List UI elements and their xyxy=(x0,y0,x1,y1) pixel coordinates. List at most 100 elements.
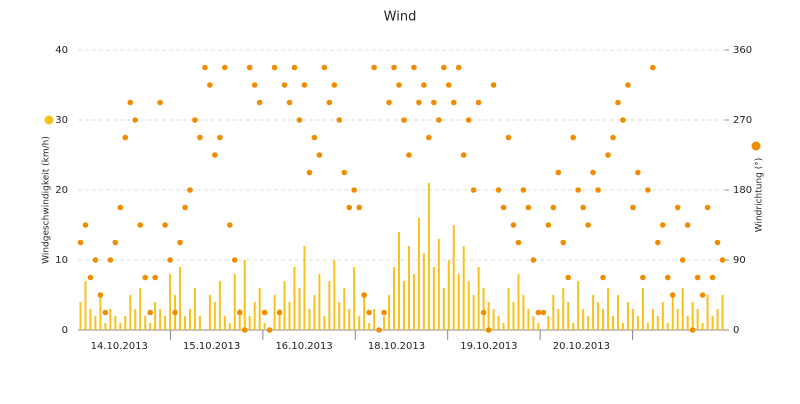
bar xyxy=(104,323,107,330)
point xyxy=(585,222,591,228)
point xyxy=(450,99,457,106)
bar xyxy=(368,323,371,330)
bar xyxy=(427,183,430,330)
point xyxy=(341,169,348,176)
point xyxy=(411,64,417,71)
point xyxy=(386,99,392,106)
bar xyxy=(188,309,191,330)
bar xyxy=(293,267,296,330)
bar xyxy=(263,323,266,330)
point xyxy=(600,274,606,281)
point xyxy=(441,64,447,71)
point xyxy=(445,82,452,88)
bar xyxy=(487,302,490,330)
bar xyxy=(373,309,376,330)
bar xyxy=(154,302,157,330)
bar xyxy=(651,309,654,330)
y-tick-label: 0 xyxy=(62,325,68,336)
bar xyxy=(318,274,321,330)
point xyxy=(590,169,596,176)
bar xyxy=(233,274,236,330)
point xyxy=(87,274,94,281)
bar xyxy=(273,295,276,330)
point xyxy=(132,117,139,123)
y2-tick-label: 360 xyxy=(733,45,752,56)
point xyxy=(520,187,527,193)
point xyxy=(147,309,153,316)
point xyxy=(152,274,158,281)
point xyxy=(356,204,362,211)
point xyxy=(316,152,323,158)
point xyxy=(436,117,442,123)
point xyxy=(689,327,696,333)
bar xyxy=(84,281,87,330)
point xyxy=(361,292,367,298)
bar xyxy=(482,288,485,330)
point xyxy=(555,169,562,176)
bar xyxy=(114,316,117,330)
legend-marker xyxy=(751,141,761,151)
point xyxy=(112,239,119,246)
bar xyxy=(587,316,590,330)
bar xyxy=(512,302,515,330)
bar xyxy=(223,316,226,330)
point xyxy=(431,99,437,106)
bar xyxy=(333,260,336,330)
point xyxy=(625,82,631,88)
bar xyxy=(208,295,211,330)
bar xyxy=(612,316,615,330)
bar xyxy=(696,309,699,330)
point xyxy=(182,204,188,211)
bar xyxy=(79,302,82,330)
point xyxy=(500,204,507,211)
bar xyxy=(328,281,331,330)
bar xyxy=(139,288,142,330)
bar xyxy=(119,323,122,330)
bar xyxy=(303,246,306,330)
bar xyxy=(701,323,704,330)
bar xyxy=(641,288,644,330)
point xyxy=(650,64,656,71)
bar xyxy=(198,316,201,330)
point xyxy=(610,134,616,141)
point xyxy=(286,99,293,106)
x-tick-label: 19.10.2013 xyxy=(460,341,517,352)
bar xyxy=(527,309,530,330)
bar xyxy=(656,316,659,330)
bar xyxy=(313,295,316,330)
point xyxy=(197,134,203,141)
bar xyxy=(457,274,460,330)
bar xyxy=(164,316,167,330)
point xyxy=(236,309,243,316)
point xyxy=(401,117,407,123)
point xyxy=(470,187,477,193)
y2-tick-label: 180 xyxy=(733,185,752,196)
point xyxy=(271,64,278,71)
point xyxy=(396,82,402,88)
point xyxy=(207,82,213,88)
bar xyxy=(99,295,102,330)
bar xyxy=(228,323,231,330)
x-tick-label: 16.10.2013 xyxy=(275,341,332,352)
point xyxy=(162,222,168,228)
point xyxy=(231,257,238,263)
point xyxy=(416,99,422,106)
bar xyxy=(184,316,187,330)
bar xyxy=(447,260,450,330)
bar xyxy=(432,267,435,330)
point xyxy=(92,257,99,263)
bar xyxy=(577,281,580,330)
chart-title: Wind xyxy=(384,10,417,25)
bar xyxy=(691,302,694,330)
bar xyxy=(338,302,341,330)
bar xyxy=(452,225,455,330)
point xyxy=(241,327,248,333)
bar xyxy=(407,246,410,330)
point xyxy=(570,134,577,141)
bar xyxy=(661,302,664,330)
point xyxy=(560,239,567,246)
point xyxy=(406,152,412,158)
point xyxy=(142,274,148,281)
bar xyxy=(363,295,366,330)
point xyxy=(172,309,178,316)
